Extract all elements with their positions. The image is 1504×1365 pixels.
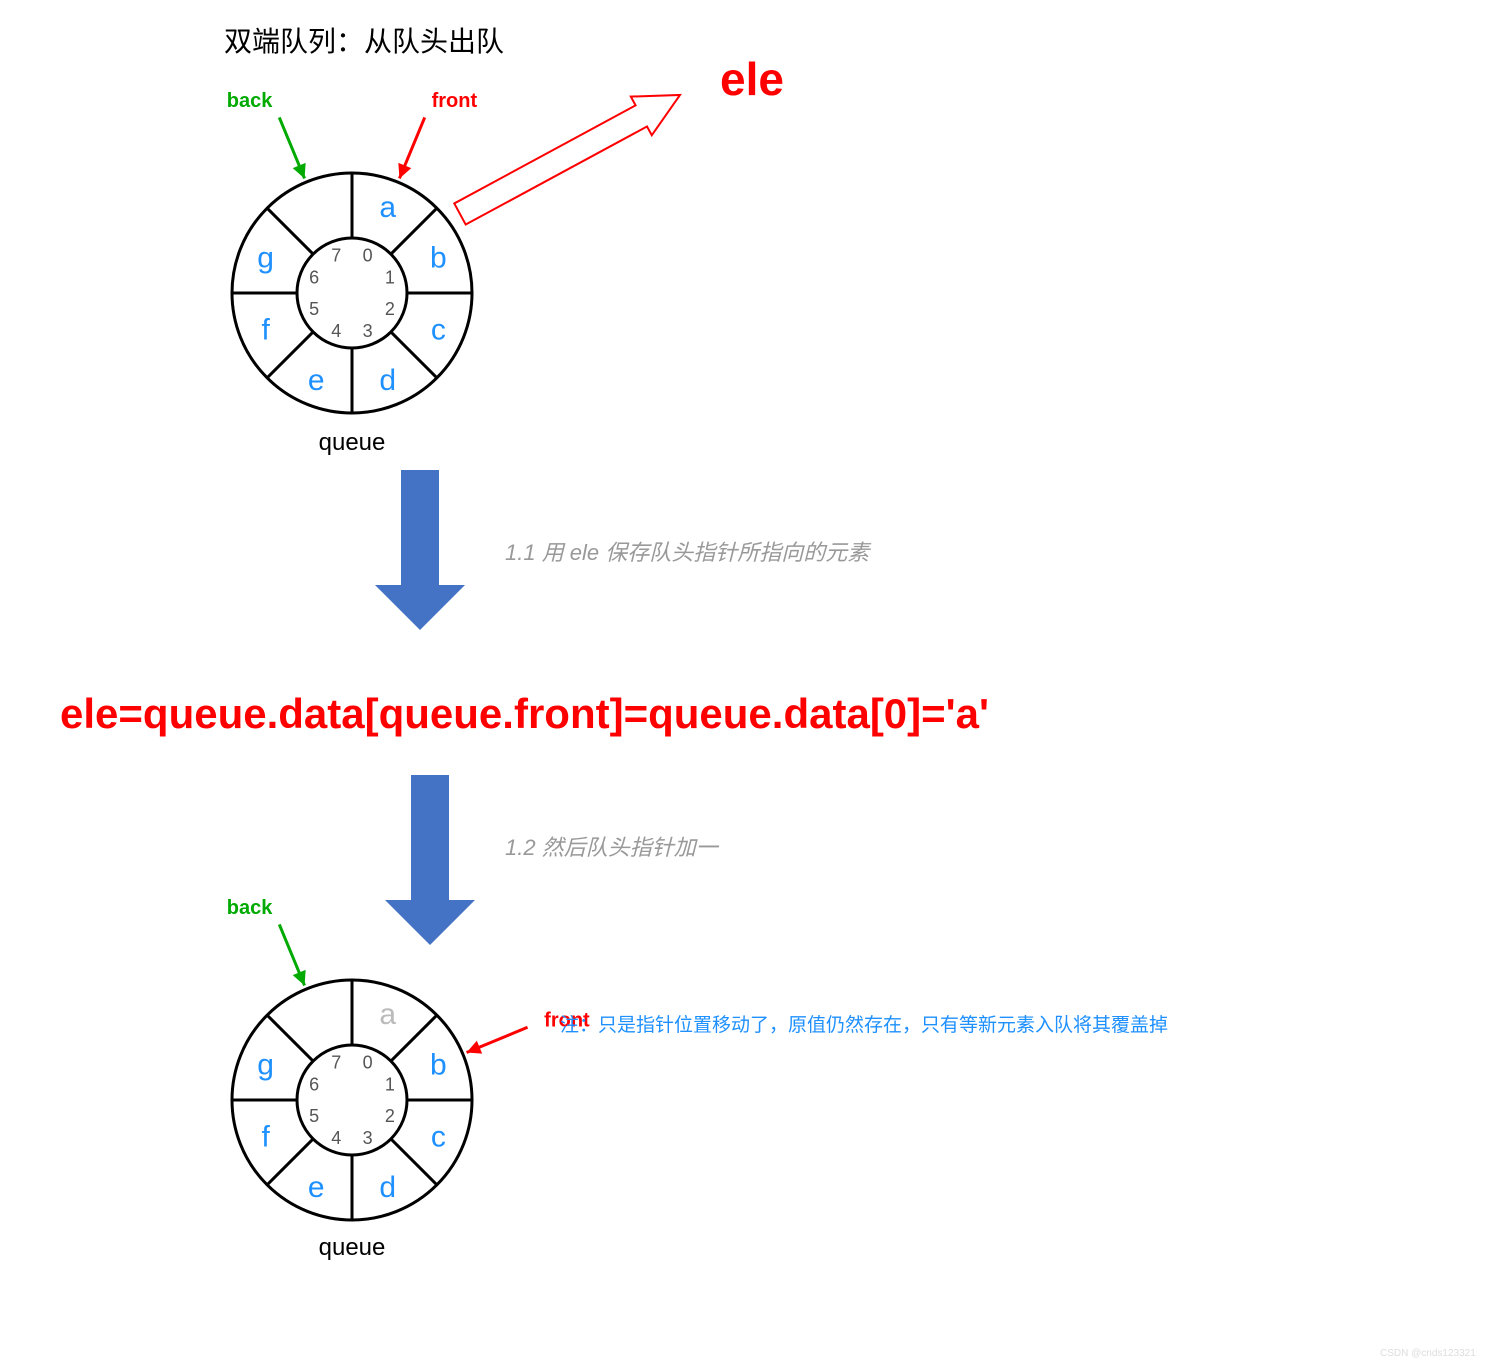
- slot-value-4: e: [308, 1171, 325, 1204]
- slot-index-1: 1: [385, 1075, 395, 1095]
- queue-diagram-1: a 0 b 1 c 2 d 3 e 4 f 5 g 67 queue back front: [227, 90, 478, 456]
- slot-index-6: 6: [309, 1075, 319, 1095]
- slot-value-0: a: [379, 191, 396, 224]
- slot-value-6: g: [257, 1049, 274, 1082]
- slot-value-1: b: [430, 1049, 447, 1082]
- slot-index-3: 3: [363, 321, 373, 341]
- slot-value-1: b: [430, 242, 447, 275]
- queue-label: queue: [319, 1234, 386, 1261]
- step-2-note: 1.2 然后队头指针加一: [505, 830, 718, 862]
- slot-value-5: f: [261, 313, 270, 346]
- slot-index-1: 1: [385, 268, 395, 288]
- slot-index-2: 2: [385, 299, 395, 319]
- down-arrow-1: [375, 470, 465, 630]
- back-pointer-label: back: [227, 90, 273, 112]
- slot-index-0: 0: [363, 1052, 373, 1072]
- slot-index-3: 3: [363, 1128, 373, 1148]
- watermark: CSDN @cnds123321: [1380, 1348, 1476, 1359]
- slot-index-6: 6: [309, 268, 319, 288]
- queue-diagram-2: a0b1c2d3e4f5g67queuebackfront: [227, 897, 590, 1261]
- slot-index-5: 5: [309, 1106, 319, 1126]
- slot-index-5: 5: [309, 299, 319, 319]
- slot-index-7: 7: [331, 245, 341, 265]
- note-text: 注：只是指针位置移动了，原值仍然存在，只有等新元素入队将其覆盖掉: [560, 1010, 1168, 1037]
- queue-label: queue: [319, 429, 386, 456]
- slot-index-7: 7: [331, 1052, 341, 1072]
- slot-value-3: d: [379, 364, 396, 397]
- slot-value-2: c: [431, 313, 446, 346]
- slot-value-3: d: [379, 1171, 396, 1204]
- front-pointer-label: front: [432, 90, 478, 112]
- slot-value-0: a: [379, 998, 396, 1031]
- step-1-note: 1.1 用 ele 保存队头指针所指向的元素: [505, 535, 869, 567]
- ele-arrow: [454, 95, 680, 225]
- diagram-svg: a0b1c2d3e4f5g67queuebackfront a0b1c2d3e4…: [0, 0, 1504, 1365]
- slot-index-2: 2: [385, 1106, 395, 1126]
- down-arrow-2: [385, 775, 475, 945]
- slot-value-2: c: [431, 1120, 446, 1153]
- back-pointer-label: back: [227, 897, 273, 919]
- slot-index-4: 4: [331, 1128, 341, 1148]
- slot-index-4: 4: [331, 321, 341, 341]
- slot-value-4: e: [308, 364, 325, 397]
- slot-index-0: 0: [363, 245, 373, 265]
- slot-value-5: f: [261, 1120, 270, 1153]
- formula-text: ele=queue.data[queue.front]=queue.data[0…: [60, 690, 989, 738]
- slot-value-6: g: [257, 242, 274, 275]
